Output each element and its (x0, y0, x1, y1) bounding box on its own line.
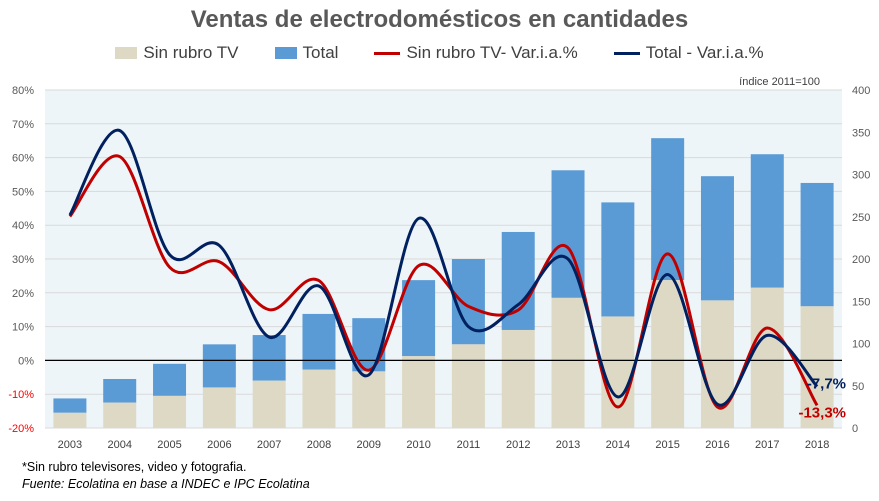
right-tick-label: 50 (852, 381, 864, 393)
legend-label: Sin rubro TV- Var.i.a.% (406, 43, 578, 62)
x-tick-label: 2011 (457, 439, 481, 451)
x-tick-label: 2005 (157, 439, 181, 451)
bar-sin-rubro (700, 300, 734, 428)
left-tick-label: 10% (12, 322, 34, 334)
legend-item-total-var: Total - Var.i.a.% (613, 43, 764, 63)
left-tick-label: 20% (12, 288, 34, 300)
bar-sin-rubro (202, 387, 236, 428)
legend-label: Total (302, 43, 339, 62)
bar-total (651, 138, 685, 281)
x-tick-label: 2017 (755, 439, 779, 451)
bar-total (750, 154, 784, 288)
right-tick-label: 300 (852, 170, 870, 182)
line-total-var (68, 129, 819, 407)
x-tick-label: 2015 (655, 439, 679, 451)
bar-total (153, 363, 187, 396)
bar-sin-rubro (252, 380, 286, 428)
bar-sin-rubro (451, 344, 485, 428)
legend-swatch (115, 47, 138, 59)
bar-sin-rubro (402, 356, 436, 428)
bar-sin-rubro (651, 280, 685, 428)
footnote: *Sin rubro televisores, video y fotograf… (22, 460, 247, 474)
legend-label: Sin rubro TV (143, 43, 239, 62)
end-label: -7,7% (807, 375, 846, 392)
legend-line (374, 51, 401, 55)
bar-total (302, 313, 336, 370)
bar-sin-rubro (601, 316, 635, 428)
right-tick-label: 100 (852, 339, 870, 351)
index-note: índice 2011=100 (739, 76, 820, 88)
bar-total (601, 202, 635, 317)
source-note: Fuente: Ecolatina en base a INDEC e IPC … (22, 477, 310, 491)
left-tick-label: 0% (18, 355, 34, 367)
left-tick-label: 50% (12, 186, 34, 198)
left-tick-label: 40% (12, 220, 34, 232)
bar-sin-rubro (352, 371, 386, 428)
right-tick-label: 400 (852, 85, 870, 97)
bar-sin-rubro (103, 402, 137, 428)
right-tick-label: 350 (852, 127, 870, 139)
x-tick-label: 2004 (107, 439, 131, 451)
chart-title: Ventas de electrodomésticos en cantidade… (190, 6, 689, 33)
bar-total (252, 335, 286, 381)
bar-sin-rubro (750, 287, 784, 428)
legend-item-sin-rubro: Sin rubro TV (115, 43, 239, 63)
x-tick-label: 2006 (207, 439, 231, 451)
legend-swatch (274, 47, 297, 59)
left-tick-label: 60% (12, 153, 34, 165)
legend-item-total: Total (274, 43, 339, 63)
x-tick-label: 2003 (58, 439, 82, 451)
bar-total (202, 344, 236, 388)
x-tick-label: 2018 (805, 439, 829, 451)
x-tick-label: 2009 (357, 439, 381, 451)
bar-sin-rubro (53, 412, 87, 428)
x-tick-label: 2014 (606, 439, 630, 451)
x-tick-label: 2008 (307, 439, 331, 451)
right-tick-label: 150 (852, 296, 870, 308)
x-tick-label: 2013 (556, 439, 580, 451)
left-tick-label: 70% (12, 119, 34, 131)
right-tick-label: 250 (852, 212, 870, 224)
bar-sin-rubro (551, 297, 585, 428)
left-tick-label: 30% (12, 254, 34, 266)
left-tick-label: -20% (8, 423, 34, 435)
bar-total (402, 280, 436, 357)
x-tick-label: 2007 (257, 439, 281, 451)
legend: Sin rubro TV Total Sin rubro TV- Var.i.a… (0, 43, 879, 63)
right-tick-label: 0 (852, 423, 858, 435)
bar-sin-rubro (501, 329, 535, 428)
x-tick-label: 2016 (705, 439, 729, 451)
left-tick-label: 80% (12, 85, 34, 97)
legend-label: Total - Var.i.a.% (645, 43, 764, 62)
legend-line (613, 51, 640, 55)
bar-total (103, 378, 137, 403)
bar-sin-rubro (153, 395, 187, 428)
left-tick-label: -10% (8, 389, 34, 401)
x-tick-label: 2012 (506, 439, 530, 451)
end-label: -13,3% (798, 404, 846, 421)
right-tick-label: 200 (852, 254, 870, 266)
bar-total (700, 176, 734, 301)
x-tick-label: 2010 (406, 439, 430, 451)
bar-total (53, 398, 87, 413)
bar-total (800, 182, 834, 307)
legend-item-sin-rubro-var: Sin rubro TV- Var.i.a.% (374, 43, 578, 63)
bar-sin-rubro (800, 306, 834, 428)
bar-sin-rubro (302, 369, 336, 428)
